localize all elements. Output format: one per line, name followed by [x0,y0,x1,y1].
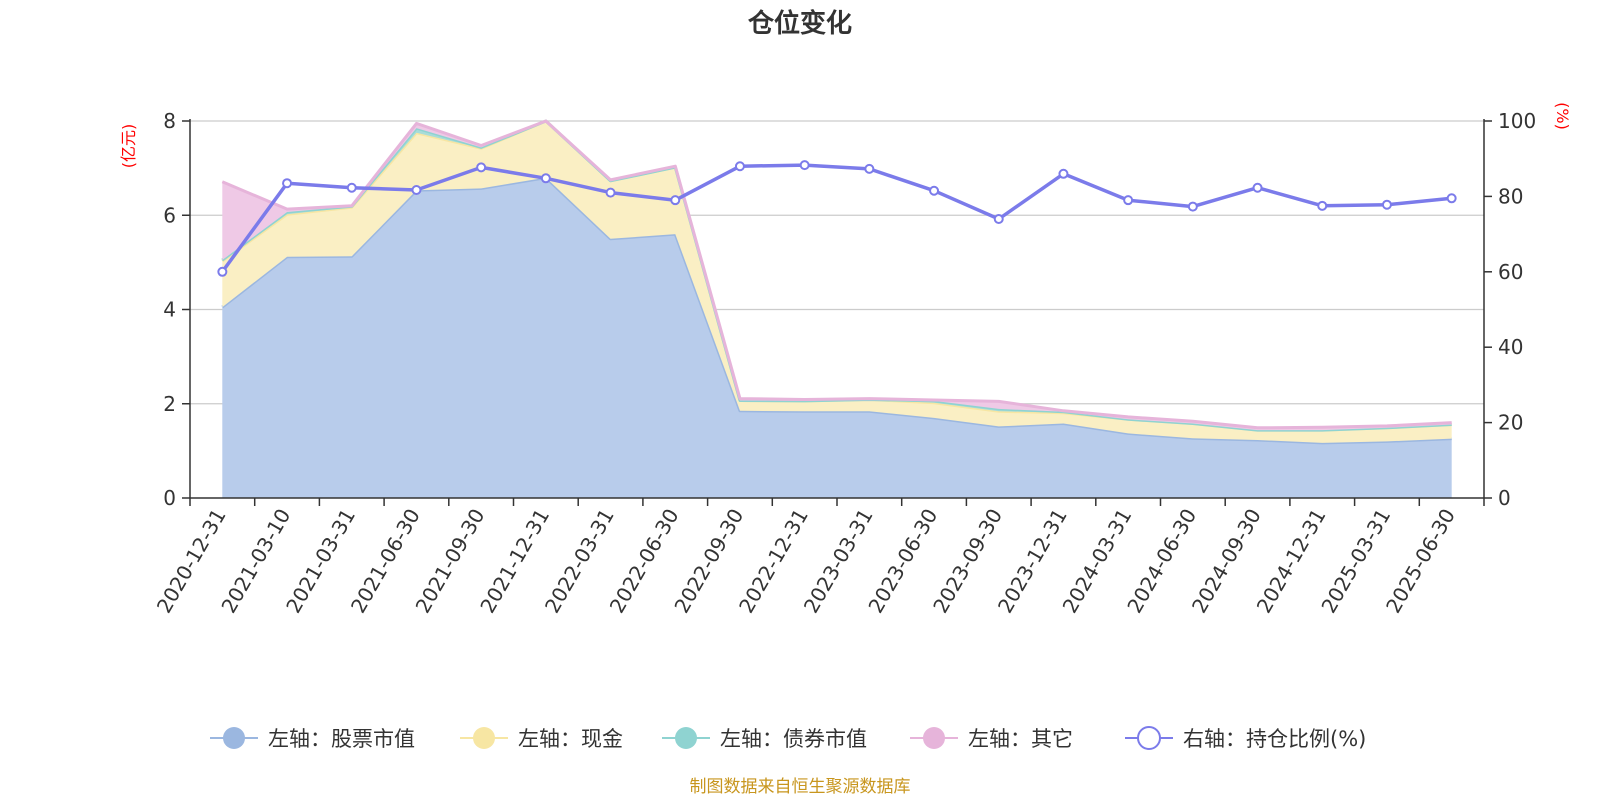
legend: 左轴：股票市值 左轴：现金 左轴：债券市值 左轴：其它 右轴：持仓比例(%) [210,726,1366,751]
ratio-point [346,182,357,193]
chart-title: 仓位变化 [747,8,852,39]
ratio-point [1187,201,1198,212]
legend-marker [675,727,697,749]
right-tick-label: 20 [1498,411,1523,435]
ratio-point [799,160,810,171]
legend-item: 左轴：现金 [460,727,623,751]
right-tick-label: 100 [1498,109,1536,133]
ratio-point [1381,199,1392,210]
ratio-point [282,178,293,189]
legend-marker [1137,726,1161,750]
legend-item: 左轴：债券市值 [662,727,867,751]
legend-item: 右轴：持仓比例(%) [1125,726,1366,751]
legend-label: 左轴：其它 [968,727,1073,751]
legend-marker [473,727,495,749]
area-edge-3 [221,119,1452,430]
legend-label: 右轴：持仓比例(%) [1183,727,1366,751]
left-axis-unit: (亿元) [119,124,138,169]
ratio-point [1123,195,1134,206]
ratio-point [1058,168,1069,179]
stacked-areas [221,119,1452,498]
left-tick-label: 4 [163,298,176,322]
ratio-point [929,185,940,196]
ratio-point [734,161,745,172]
left-tick-label: 6 [163,203,176,227]
legend-item: 左轴：其它 [910,727,1073,751]
ratio-point [217,266,228,277]
ratio-point [411,184,422,195]
right-tick-label: 60 [1498,260,1523,284]
ratio-point [864,163,875,174]
ratio-point [993,214,1004,225]
left-tick-label: 8 [163,109,176,133]
right-tick-label: 0 [1498,486,1511,510]
ratio-point [476,162,487,173]
left-tick-label: 2 [163,392,176,416]
ratio-point [1446,193,1457,204]
ratio-line-path [220,163,1452,273]
legend-label: 左轴：债券市值 [720,727,867,751]
area-fill-0 [222,177,1452,498]
legend-marker [923,727,945,749]
x-tick-label: 2025-06-30 [1381,505,1460,618]
left-tick-label: 0 [163,486,176,510]
right-tick-label: 40 [1498,335,1523,359]
holding-ratio-line [217,160,1457,277]
ratio-point [1252,182,1263,193]
ratio-point [605,187,616,198]
right-axis-unit: (%) [1553,102,1572,130]
right-tick-label: 80 [1498,184,1523,208]
legend-label: 左轴：股票市值 [268,727,415,751]
legend-marker [223,727,245,749]
data-source-note: 制图数据来自恒生聚源数据库 [690,777,911,797]
ratio-point [670,195,681,206]
legend-label: 左轴：现金 [518,727,623,751]
ratio-point [1317,200,1328,211]
legend-item: 左轴：股票市值 [210,727,415,751]
ratio-point [540,173,551,184]
